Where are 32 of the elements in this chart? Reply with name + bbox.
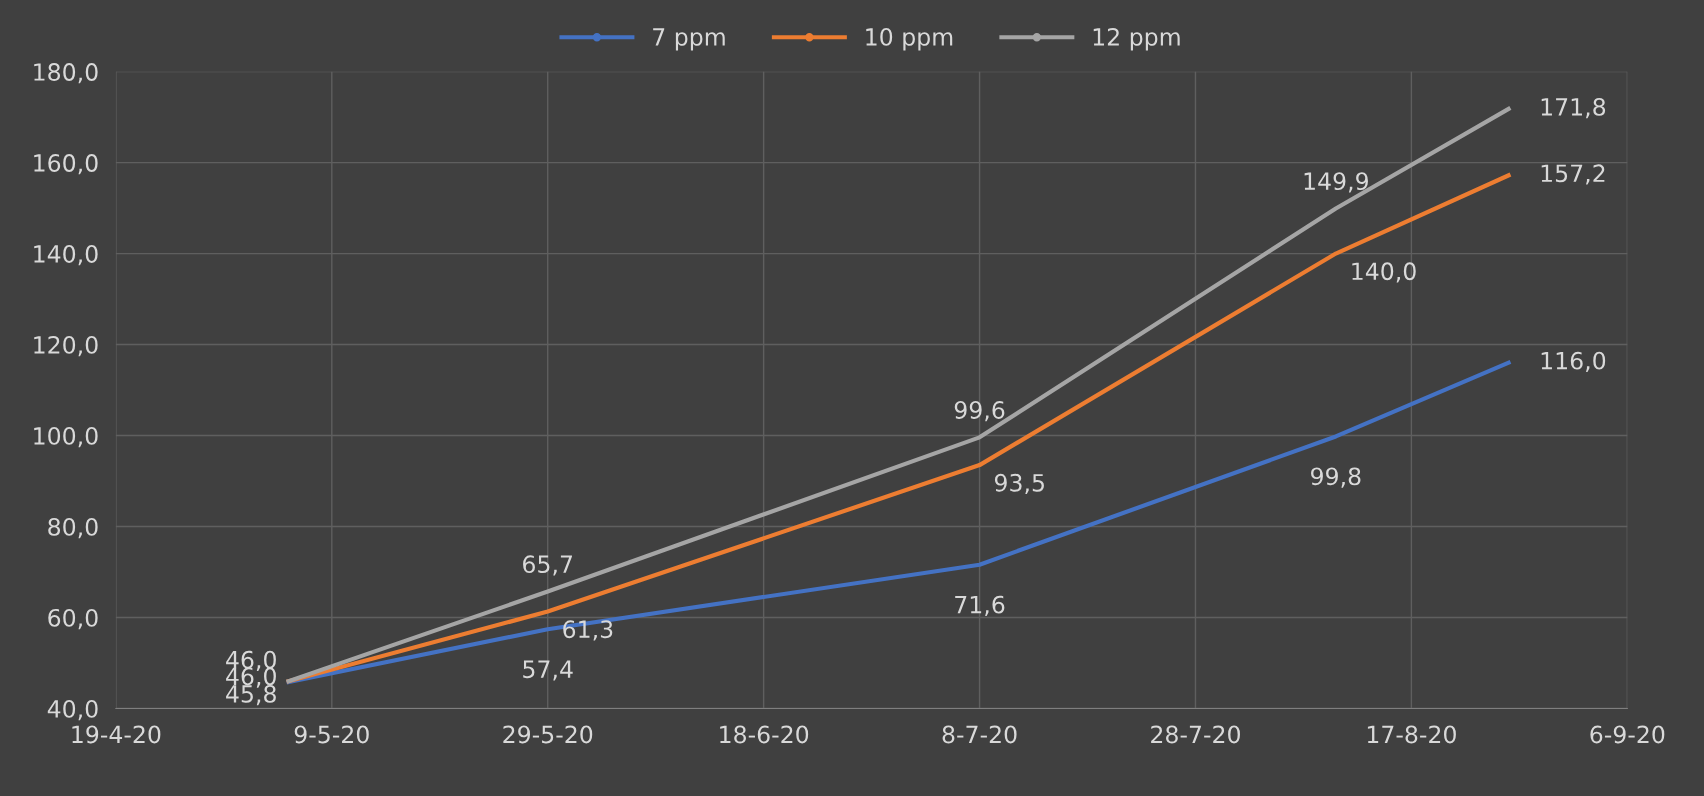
legend-label: 12 ppm xyxy=(1093,27,1180,51)
x-tick-label: 19-4-20 xyxy=(72,725,161,744)
y-tick-label: 160,0 xyxy=(34,154,98,175)
x-tick-label: 6-9-20 xyxy=(1590,725,1665,744)
legend-label: 7 ppm xyxy=(653,28,725,51)
x-tick-label: 17-8-20 xyxy=(1367,725,1456,744)
data-label: 116,0 xyxy=(1541,351,1606,373)
y-tick-label: 100,0 xyxy=(34,426,98,448)
data-label: 61,3 xyxy=(563,620,613,641)
x-tick-label: 29-5-20 xyxy=(503,725,593,744)
x-tick-label: 9-5-20 xyxy=(294,725,369,744)
data-label: 93,5 xyxy=(994,473,1044,495)
legend-label: 10 ppm xyxy=(866,27,953,51)
data-label: 149,9 xyxy=(1304,172,1368,193)
data-label: 65,7 xyxy=(523,555,572,576)
data-label: 57,4 xyxy=(523,660,573,681)
y-tick-label: 80,0 xyxy=(48,517,98,539)
y-tick-label: 120,0 xyxy=(34,336,98,357)
x-tick-label: 28-7-20 xyxy=(1151,725,1240,744)
data-label: 99,8 xyxy=(1311,467,1361,488)
x-tick-label: 8-7-20 xyxy=(942,725,1017,744)
data-label: 71,6 xyxy=(955,595,1005,616)
line-series xyxy=(286,360,1511,685)
data-label: 171,8 xyxy=(1541,97,1606,119)
data-label: 157,2 xyxy=(1541,164,1605,185)
x-tick-label: 18-6-20 xyxy=(720,725,809,744)
y-tick-label: 40,0 xyxy=(47,699,98,721)
y-tick-label: 60,0 xyxy=(48,608,98,630)
y-tick-label: 180,0 xyxy=(34,63,98,84)
data-label: 140,0 xyxy=(1352,262,1416,283)
data-label: 99,6 xyxy=(954,401,1005,422)
y-tick-label: 140,0 xyxy=(34,245,98,266)
